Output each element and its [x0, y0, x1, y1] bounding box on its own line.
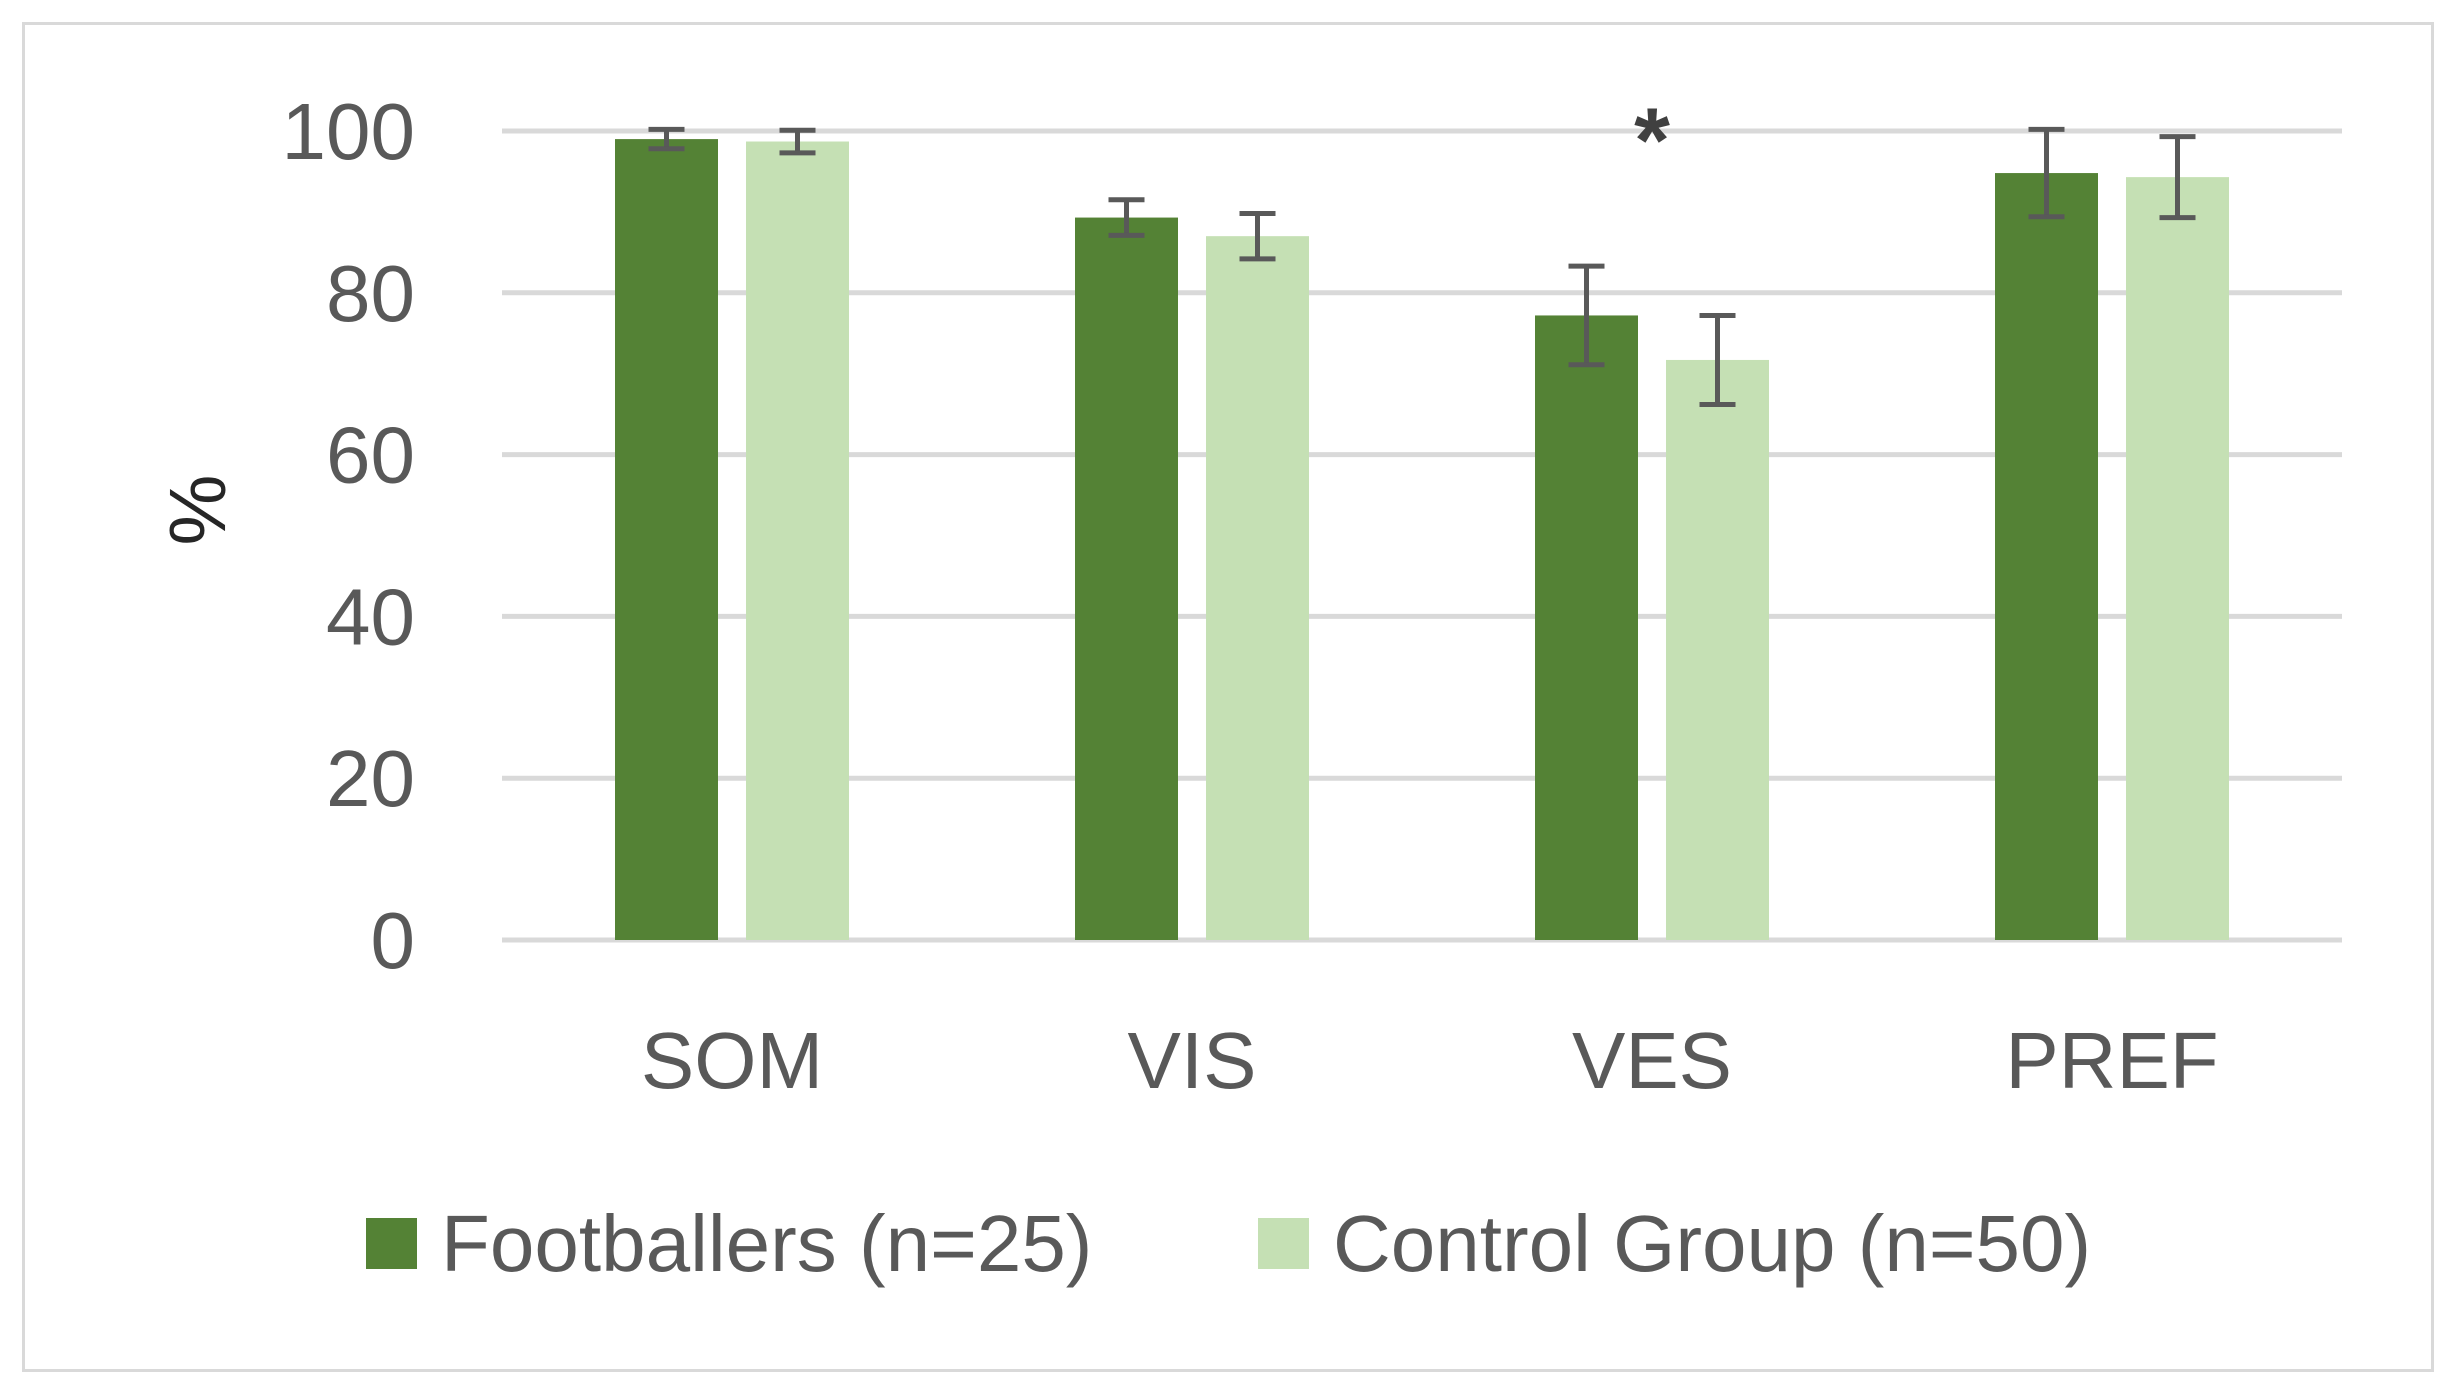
bar-som-footballers: [615, 139, 718, 941]
error-bar: [1699, 312, 1736, 407]
y-tick-label: 80: [326, 249, 415, 338]
legend-swatch: [366, 1218, 417, 1269]
y-tick-label: 100: [282, 87, 415, 176]
bar-vis-control: [1206, 236, 1309, 941]
x-category-label: VES: [1572, 1016, 1732, 1105]
legend-item-control: Control Group (n=50): [1258, 1199, 2091, 1288]
bars: [615, 139, 2229, 941]
error-bar: [2028, 126, 2065, 220]
error-bar: [648, 126, 685, 152]
legend-swatch: [1258, 1218, 1309, 1269]
error-bar: [1239, 211, 1276, 262]
error-bar: [779, 127, 816, 156]
y-tick-label: 0: [371, 896, 416, 985]
legend-label: Footballers (n=25): [441, 1199, 1092, 1288]
legend-label: Control Group (n=50): [1333, 1199, 2091, 1288]
bar-pref-footballers: [1995, 173, 2098, 940]
bar-ves-footballers: [1535, 315, 1638, 940]
bar-vis-footballers: [1075, 217, 1178, 941]
y-axis-ticks: 0 20 40 60 80 100: [282, 87, 415, 985]
legend: Footballers (n=25) Control Group (n=50): [366, 1199, 2091, 1288]
annotations: *: [1634, 90, 1670, 192]
x-category-label: PREF: [2005, 1016, 2218, 1105]
y-axis-label: %: [153, 474, 242, 545]
bar-pref-control: [2126, 177, 2229, 940]
significance-asterisk: *: [1634, 90, 1670, 192]
x-category-label: SOM: [641, 1016, 823, 1105]
bar-som-control: [746, 141, 849, 941]
error-bar: [2159, 134, 2196, 221]
bar-ves-control: [1666, 359, 1769, 940]
y-tick-label: 60: [326, 411, 415, 500]
x-axis-categories: SOM VIS VES PREF: [641, 1016, 2219, 1105]
x-category-label: VIS: [1128, 1016, 1257, 1105]
error-bars: [648, 126, 2196, 407]
y-tick-label: 20: [326, 734, 415, 823]
error-bar: [1568, 263, 1605, 368]
y-tick-label: 40: [326, 572, 415, 661]
error-bar: [1108, 197, 1145, 238]
legend-item-footballers: Footballers (n=25): [366, 1199, 1092, 1288]
